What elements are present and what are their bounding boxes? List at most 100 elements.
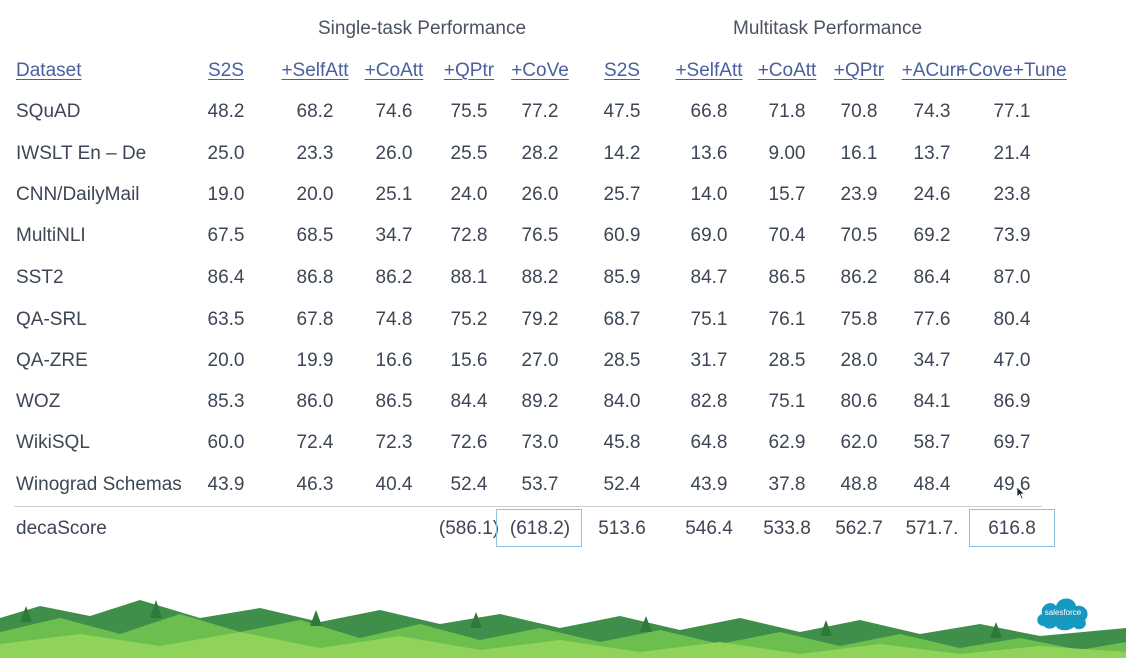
score-cell: 68.2 [296,101,334,122]
score-cell: 84.0 [603,391,641,412]
score-cell: 24.6 [913,184,951,205]
score-cell: 49.6 [993,474,1031,495]
score-cell: 19.9 [296,350,334,371]
score-cell: 89.2 [521,391,559,412]
table-divider [14,506,1042,507]
score-cell: 14.0 [690,184,728,205]
score-cell: 60.0 [207,432,245,453]
score-cell: 52.4 [450,474,488,495]
score-cell: 88.2 [521,267,559,288]
score-cell: 85.3 [207,391,245,412]
table-row: QA-SRL 63.5 67.8 74.8 75.2 79.2 68.7 75.1 76.1 75… [0,309,1126,341]
dataset-label: WOZ [16,391,61,412]
score-cell: 20.0 [207,350,245,371]
score-cell: 67.5 [207,225,245,246]
score-cell: 62.0 [840,432,878,453]
column-header: +Cove+Tune [957,60,1067,81]
score-cell: 69.2 [913,225,951,246]
score-cell: 84.7 [690,267,728,288]
score-cell: 86.4 [207,267,245,288]
table-header-row: Dataset S2S +SelfAtt +CoAtt +QPtr +CoVe S2S +Se… [0,60,1126,92]
score-cell: 88.1 [450,267,488,288]
score-cell: 19.0 [207,184,245,205]
table-row: QA-ZRE 20.0 19.9 16.6 15.6 27.0 28.5 31.7 28.5 28… [0,350,1126,382]
score-cell: 13.7 [913,143,951,164]
score-cell: 73.0 [521,432,559,453]
table-row: Winograd Schemas 43.9 46.3 40.4 52.4 53.7 52.4… [0,474,1126,506]
dataset-label: IWSLT En – De [16,143,147,164]
score-cell: 46.3 [296,474,334,495]
column-header: Dataset [16,60,82,81]
score-cell: 70.8 [840,101,878,122]
column-header: S2S [208,60,244,81]
score-cell: 84.1 [913,391,951,412]
score-cell: 14.2 [603,143,641,164]
table-row: CNN/DailyMail 19.0 20.0 25.1 24.0 26.0 25.7 14.… [0,184,1126,216]
decascore-cell: (618.2) [509,518,571,539]
score-cell: 28.0 [840,350,878,371]
score-cell: 80.6 [840,391,878,412]
mouse-cursor-icon [1016,486,1026,500]
score-cell: 43.9 [690,474,728,495]
score-cell: 21.4 [993,143,1031,164]
column-header: +CoAtt [757,60,817,81]
score-cell: 86.5 [768,267,806,288]
score-cell: 25.0 [207,143,245,164]
score-cell: 75.2 [450,309,488,330]
score-cell: 23.9 [840,184,878,205]
score-cell: 86.2 [375,267,413,288]
decascore-label: decaScore [16,518,107,539]
score-cell: 63.5 [207,309,245,330]
score-cell: 60.9 [603,225,641,246]
score-cell: 75.1 [690,309,728,330]
table-row: SQuAD 48.2 68.2 74.6 75.5 77.2 47.5 66.8 71.8 70.… [0,101,1126,133]
score-cell: 45.8 [603,432,641,453]
score-cell: 15.7 [768,184,806,205]
dataset-label: Winograd Schemas [16,474,182,495]
dataset-label: CNN/DailyMail [16,184,140,205]
score-cell: 15.6 [450,350,488,371]
score-cell: 86.9 [993,391,1031,412]
score-cell: 37.8 [768,474,806,495]
score-cell: 28.5 [768,350,806,371]
decascore-cell: 562.7 [835,518,883,539]
score-cell: 75.8 [840,309,878,330]
score-cell: 85.9 [603,267,641,288]
dataset-label: MultiNLI [16,225,86,246]
score-cell: 72.6 [450,432,488,453]
score-cell: 47.5 [603,101,641,122]
highlight-box-single-cove [496,509,582,547]
group-header-multi: Multitask Performance [733,18,923,39]
score-cell: 48.2 [207,101,245,122]
score-cell: 72.4 [296,432,334,453]
score-cell: 23.3 [296,143,334,164]
dataset-label: SST2 [16,267,64,288]
score-cell: 9.00 [768,143,806,164]
table-row: MultiNLI 67.5 68.5 34.7 72.8 76.5 60.9 69.0 70.4… [0,225,1126,257]
table-row: WikiSQL 60.0 72.4 72.3 72.6 73.0 45.8 64.8 62.9 6… [0,432,1126,464]
score-cell: 68.7 [603,309,641,330]
score-cell: 25.5 [450,143,488,164]
score-cell: 16.6 [375,350,413,371]
score-cell: 69.0 [690,225,728,246]
score-cell: 20.0 [296,184,334,205]
decascore-cell: (586.1) [438,518,500,539]
score-cell: 73.9 [993,225,1031,246]
score-cell: 77.2 [521,101,559,122]
score-cell: 40.4 [375,474,413,495]
mountain-landscape [0,600,1126,658]
score-cell: 87.0 [993,267,1031,288]
score-cell: 48.8 [840,474,878,495]
column-header: +QPtr [443,60,495,81]
column-header: S2S [604,60,640,81]
score-cell: 77.1 [993,101,1031,122]
score-cell: 53.7 [521,474,559,495]
decascore-cell: 616.8 [988,518,1036,539]
column-header: +SelfAtt [281,60,349,81]
score-cell: 74.8 [375,309,413,330]
score-cell: 34.7 [375,225,413,246]
score-cell: 71.8 [768,101,806,122]
svg-text:salesforce: salesforce [1045,608,1082,617]
decascore-row: decaScore (586.1) (618.2) 513.6 546.4 533.8 56… [0,518,1126,550]
score-cell: 77.6 [913,309,951,330]
